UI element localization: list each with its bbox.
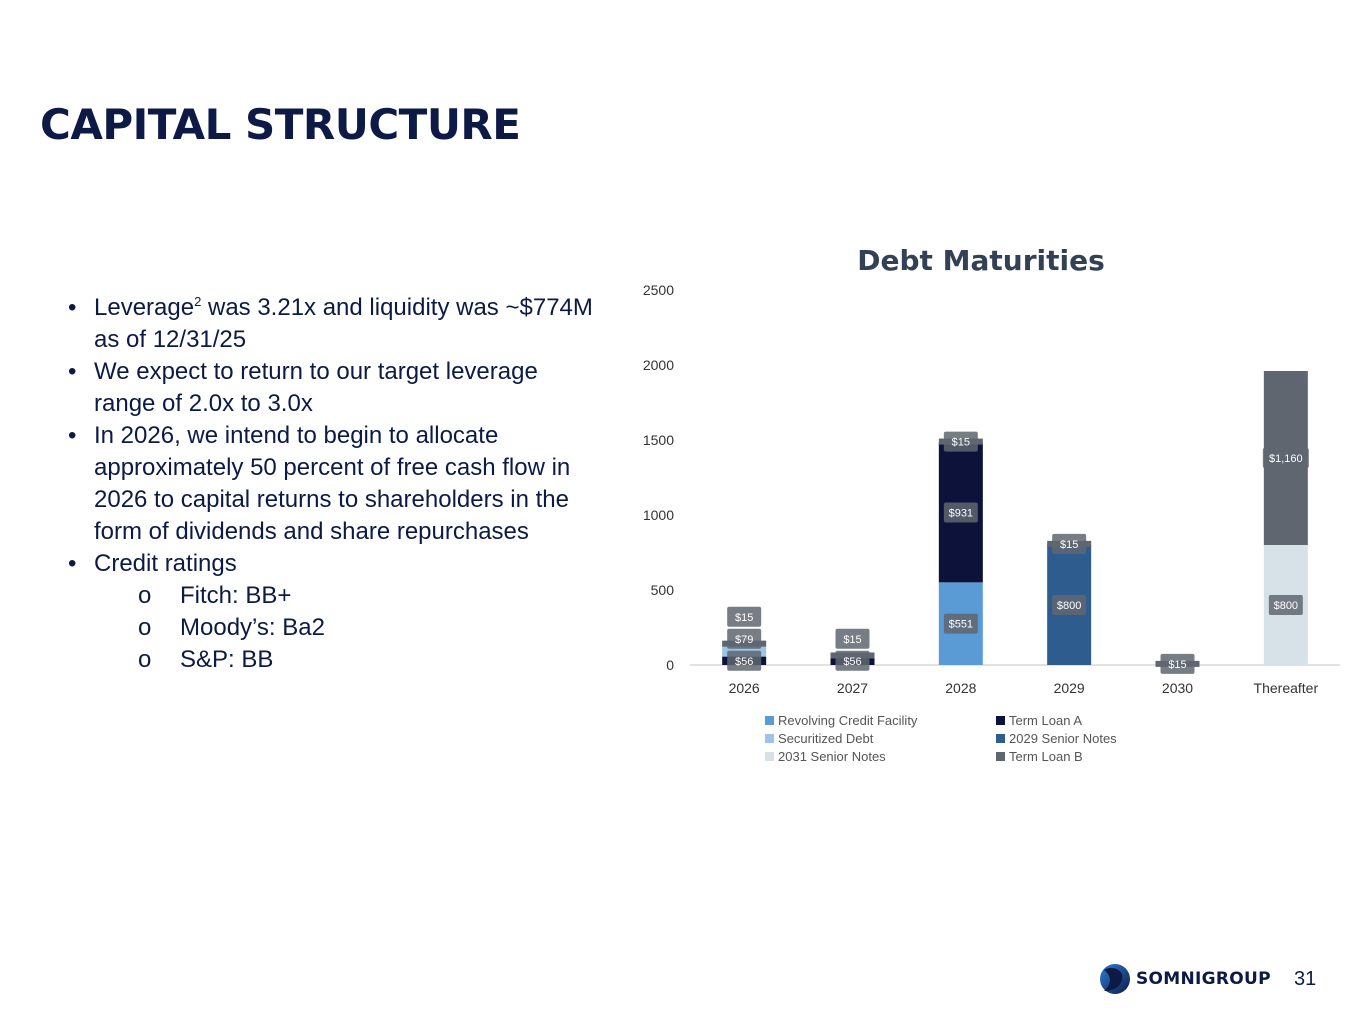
data-label: $56 — [843, 656, 861, 668]
x-tick-label: 2030 — [1162, 680, 1193, 696]
data-label-box — [943, 502, 978, 523]
y-tick-label: 500 — [651, 582, 675, 598]
data-label: $15 — [1168, 659, 1186, 671]
y-tick-label: 0 — [666, 657, 674, 673]
y-tick-label: 2000 — [643, 357, 674, 373]
data-label-box — [943, 613, 978, 634]
data-label: $15 — [952, 437, 970, 449]
chart-svg: Debt Maturities 0 500 1000 1500 2000 2500 2026 2… — [643, 244, 1340, 764]
data-label: $1,160 — [1269, 453, 1303, 465]
data-label-box — [1052, 533, 1087, 554]
data-label: $79 — [735, 634, 753, 646]
legend-swatch — [765, 752, 774, 761]
sub-bullet-marker: o — [138, 614, 152, 641]
legend-entry: Securitized Debt — [778, 731, 874, 746]
rating-sp: o S&P: BB — [64, 644, 604, 676]
bullet-marker: • — [68, 422, 77, 449]
brand-logo: SOMNIGROUP — [1098, 958, 1271, 1000]
data-label-box — [1268, 595, 1303, 615]
x-tick-label: Thereafter — [1254, 680, 1319, 696]
data-label: $56 — [735, 656, 753, 668]
bullet-text: We expect to return to our target levera… — [94, 358, 538, 417]
legend-entry: Revolving Credit Facility — [778, 713, 918, 728]
data-label: $15 — [735, 612, 753, 624]
x-tick-label: 2028 — [945, 680, 976, 696]
legend-entry: Term Loan B — [1009, 749, 1083, 764]
data-label-box — [1052, 595, 1087, 615]
bar-segment — [722, 644, 767, 657]
x-tick-label: 2026 — [729, 680, 760, 696]
bullet-marker: • — [68, 294, 77, 321]
rating-fitch: o Fitch: BB+ — [64, 580, 604, 612]
bullet-credit-ratings: • Credit ratings — [64, 548, 604, 580]
data-label-box — [835, 628, 870, 649]
data-label-box — [943, 431, 978, 452]
data-label: $800 — [1274, 600, 1298, 612]
rating-text: S&P: BB — [180, 646, 274, 673]
y-tick-label: 1000 — [643, 507, 674, 523]
data-label-box — [835, 650, 870, 671]
legend-swatch — [996, 752, 1005, 761]
brand-name: SOMNIGROUP — [1136, 969, 1271, 989]
data-label: $931 — [949, 508, 973, 520]
x-tick-label: 2029 — [1054, 680, 1085, 696]
sub-bullet-marker: o — [138, 646, 152, 673]
footnote-marker: 2 — [194, 294, 202, 309]
rating-moodys: o Moody’s: Ba2 — [64, 612, 604, 644]
data-label-box — [727, 650, 762, 671]
y-tick-label: 2500 — [643, 282, 674, 298]
bullet-text: Credit ratings — [94, 550, 237, 577]
legend-swatch — [996, 734, 1005, 743]
bullet-list: • Leverage2 was 3.21x and liquidity was … — [64, 292, 604, 676]
rating-text: Fitch: BB+ — [180, 582, 292, 609]
legend-swatch — [996, 716, 1005, 725]
bullet-leverage: • Leverage2 was 3.21x and liquidity was … — [64, 292, 604, 356]
page-number: 31 — [1294, 968, 1317, 990]
somnigroup-logo-icon — [1100, 964, 1130, 994]
data-label: $800 — [1057, 600, 1081, 612]
legend-swatch — [765, 734, 774, 743]
y-tick-label: 1500 — [643, 432, 674, 448]
legend-entry: 2029 Senior Notes — [1009, 731, 1117, 746]
legend-entry: 2031 Senior Notes — [778, 749, 886, 764]
x-tick-label: 2027 — [837, 680, 868, 696]
bullet-text: In 2026, we intend to begin to allocate … — [94, 422, 571, 545]
data-label: $15 — [1060, 539, 1078, 551]
legend-swatch — [765, 716, 774, 725]
data-label: $15 — [843, 634, 861, 646]
data-label-box — [727, 628, 762, 649]
bullet-target-leverage: • We expect to return to our target leve… — [64, 356, 604, 420]
chart-title: Debt Maturities — [857, 244, 1105, 277]
data-label: $551 — [949, 619, 973, 631]
data-label-box — [1160, 653, 1195, 674]
legend-entry: Term Loan A — [1009, 713, 1082, 728]
page-title: CAPITAL STRUCTURE — [40, 100, 521, 149]
bullet-capital-returns: • In 2026, we intend to begin to allocat… — [64, 420, 604, 548]
bullet-text: was 3.21x and liquidity was ~$774M as of… — [94, 294, 593, 353]
bullet-marker: • — [68, 550, 77, 577]
sub-bullet-marker: o — [138, 582, 152, 609]
bullet-marker: • — [68, 358, 77, 385]
rating-text: Moody’s: Ba2 — [180, 614, 325, 641]
data-label-box — [1262, 448, 1309, 468]
bullet-text: Leverage — [94, 294, 195, 321]
debt-maturities-chart: Debt Maturities 0 500 1000 1500 2000 2500 2026 2… — [620, 230, 1360, 790]
data-label-box — [727, 606, 762, 627]
